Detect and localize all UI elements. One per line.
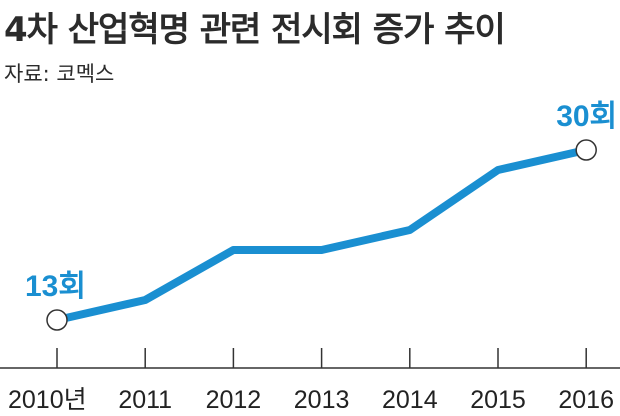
data-label: 13회: [25, 270, 86, 303]
chart-title: 4차 산업혁명 관련 전시회 증가 추이: [4, 10, 506, 50]
x-tick-label: 2010년: [8, 386, 87, 414]
source-note: 자료: 코멕스: [4, 62, 115, 86]
x-tick-label: 2015: [470, 386, 526, 414]
series-line: [53, 146, 591, 324]
x-tick-label: 2011: [118, 386, 172, 414]
x-tick-label: 2014: [382, 386, 438, 414]
data-label: 30회: [556, 100, 617, 133]
x-tick-label: 2016: [558, 386, 614, 414]
x-tick-label: 2013: [294, 386, 350, 414]
data-point-marker: [575, 139, 597, 161]
data-point-marker: [46, 309, 68, 331]
x-tick-label: 2012: [206, 386, 262, 414]
